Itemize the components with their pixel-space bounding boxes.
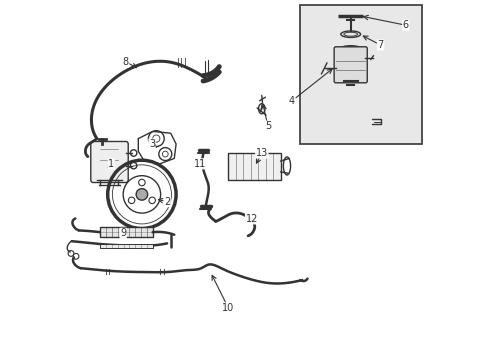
Circle shape: [128, 197, 135, 204]
Text: 1: 1: [108, 159, 114, 169]
Text: 12: 12: [245, 214, 257, 224]
Text: 9: 9: [120, 228, 126, 238]
Circle shape: [136, 189, 147, 200]
Text: 6: 6: [402, 20, 408, 30]
Bar: [228, 153, 280, 180]
Text: 2: 2: [163, 197, 170, 207]
Circle shape: [149, 197, 155, 204]
Text: 11: 11: [194, 159, 206, 169]
Circle shape: [139, 179, 145, 186]
Text: 10: 10: [222, 303, 234, 313]
Text: 4: 4: [288, 96, 294, 106]
Text: 13: 13: [255, 148, 267, 158]
Text: 5: 5: [264, 121, 270, 131]
Bar: [101, 227, 152, 237]
Ellipse shape: [340, 46, 360, 51]
Bar: [300, 5, 421, 144]
FancyBboxPatch shape: [91, 141, 128, 183]
Bar: [101, 244, 152, 248]
Text: 3: 3: [149, 139, 155, 149]
Text: 7: 7: [377, 40, 383, 50]
Text: 8: 8: [122, 57, 128, 67]
FancyBboxPatch shape: [333, 47, 366, 83]
